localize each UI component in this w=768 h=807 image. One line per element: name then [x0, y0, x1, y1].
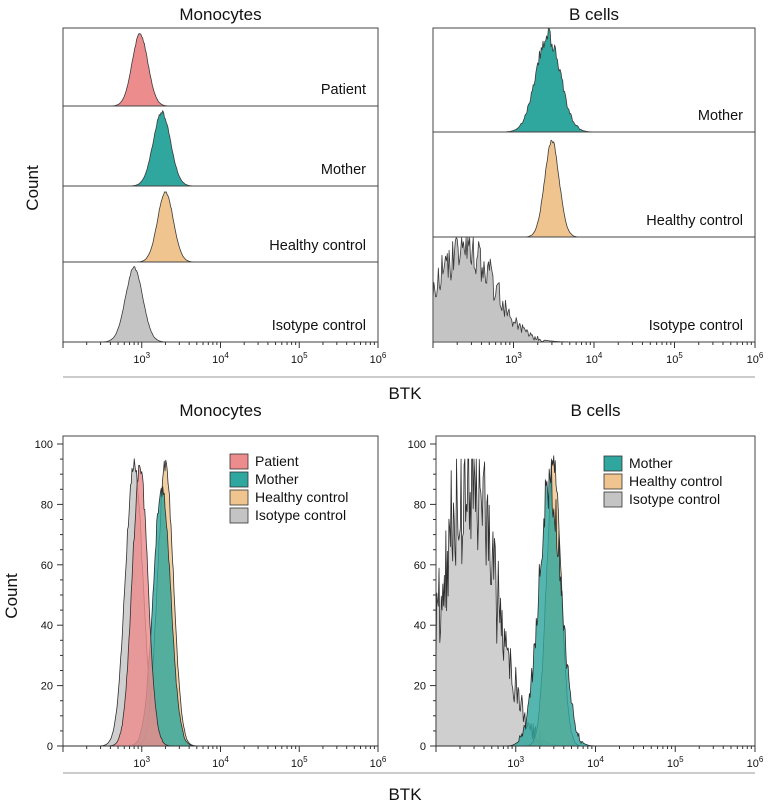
chart-1-b-cells-stacked: B cells Mother Healthy control Isotype cont… [432, 5, 764, 366]
chart-0-monocytes-stacked: Monocytes Patient Mother Healthy control Iso… [62, 5, 387, 366]
x-axis-tick-label-4: 104 [212, 351, 229, 366]
top-y-axis-label: Count [23, 165, 42, 211]
series-label-isotype-control: Isotype control [649, 318, 743, 334]
x-axis-tick-label-3: 103 [133, 755, 150, 770]
series-label-healthy-control: Healthy control [646, 213, 743, 229]
chart-3-b-cells-overlay: B cells 0 20 40 60 80 100 Mother Healthy control… [408, 401, 764, 770]
legend-swatch-isotype-control [603, 491, 623, 508]
legend-label-mother: Mother [255, 471, 299, 487]
x-axis-tick-label-5: 105 [291, 755, 308, 770]
y-tick-label-40: 40 [41, 620, 53, 632]
bottom-y-axis-label: Count [2, 573, 21, 619]
y-tick-label-60: 60 [414, 560, 426, 572]
legend-label-isotype-control: Isotype control [255, 507, 346, 523]
series-label-mother: Mother [698, 108, 743, 124]
chart-title: Monocytes [179, 401, 261, 420]
legend: Mother Healthy control Isotype control [603, 455, 722, 508]
legend-swatch-healthy-control [229, 489, 249, 506]
plot-frame [62, 27, 379, 343]
legend-label-healthy-control: Healthy control [629, 473, 722, 489]
x-axis-tick-label-6: 106 [370, 351, 387, 366]
y-tick-label-100: 100 [35, 439, 53, 451]
x-axis-tick-label-4: 104 [586, 351, 603, 366]
x-axis-tick-label-5: 105 [667, 755, 684, 770]
y-tick-label-0: 0 [420, 741, 426, 753]
y-tick-label-20: 20 [41, 681, 53, 693]
y-tick-label-0: 0 [47, 741, 53, 753]
chart-title: B cells [570, 401, 620, 420]
bottom-x-axis-label: BTK [388, 785, 422, 804]
x-axis-tick-label-4: 104 [587, 755, 604, 770]
legend-swatch-mother [603, 455, 623, 472]
x-axis-tick-label-3: 103 [133, 351, 150, 366]
x-axis-tick-label-3: 103 [505, 351, 522, 366]
series-label-patient: Patient [321, 82, 366, 98]
y-tick-label-20: 20 [414, 681, 426, 693]
plot-frame [62, 435, 379, 747]
legend-swatch-healthy-control [603, 473, 623, 490]
chart-title: Monocytes [179, 5, 261, 24]
x-axis-tick-label-4: 104 [212, 755, 229, 770]
x-axis-tick-label-3: 103 [507, 755, 524, 770]
legend-label-mother: Mother [629, 455, 673, 471]
x-axis-tick-label-5: 105 [291, 351, 308, 366]
y-tick-label-100: 100 [408, 439, 426, 451]
y-tick-label-40: 40 [414, 620, 426, 632]
chart-2-monocytes-overlay: Monocytes 0 20 40 60 80 100 Patient Mother Health… [35, 401, 387, 770]
y-tick-label-80: 80 [41, 499, 53, 511]
y-tick-label-60: 60 [41, 560, 53, 572]
legend-swatch-mother [229, 471, 249, 488]
y-tick-label-80: 80 [414, 499, 426, 511]
legend-label-healthy-control: Healthy control [255, 489, 348, 505]
legend-swatch-patient [229, 453, 249, 470]
legend-swatch-isotype-control [229, 507, 249, 524]
x-axis-tick-label-6: 106 [747, 351, 764, 366]
chart-title: B cells [569, 5, 619, 24]
series-label-mother: Mother [321, 162, 366, 178]
series-mother-histogram [435, 458, 756, 747]
legend-label-isotype-control: Isotype control [629, 491, 720, 507]
x-axis-tick-label-6: 106 [747, 755, 764, 770]
series-label-isotype-control: Isotype control [272, 318, 366, 334]
legend-label-patient: Patient [255, 453, 299, 469]
series-label-healthy-control: Healthy control [269, 238, 366, 254]
series-mother-histogram [62, 486, 379, 747]
x-axis-tick-label-6: 106 [370, 755, 387, 770]
legend: Patient Mother Healthy control Isotype cont… [229, 453, 348, 524]
top-x-axis-label: BTK [388, 384, 422, 403]
x-axis-tick-label-5: 105 [666, 351, 683, 366]
